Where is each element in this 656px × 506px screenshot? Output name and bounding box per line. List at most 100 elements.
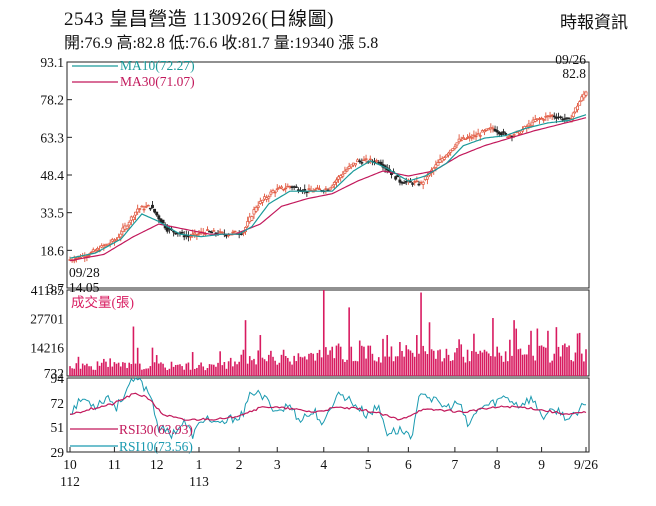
volume-bar [265, 361, 268, 376]
candle-body [165, 227, 169, 232]
volume-bar [229, 357, 232, 376]
volume-bar [523, 354, 526, 376]
candle-body [447, 152, 450, 156]
rsi30-line [69, 392, 587, 421]
volume-bar [451, 360, 454, 376]
volume-bar [234, 361, 236, 376]
volume-bar [88, 366, 90, 376]
price-stats: 開:76.9 高:82.8 低:76.6 收:81.7 量:19340 漲 5.… [64, 35, 379, 52]
volume-bar [318, 349, 321, 376]
volume-bar [227, 361, 230, 376]
volume-bar [561, 345, 564, 376]
candle-body [368, 158, 372, 161]
volume-bar [204, 370, 207, 376]
volume-bar [540, 345, 543, 376]
volume-bar [498, 352, 501, 376]
volume-bar [342, 359, 344, 376]
volume-bar [128, 362, 131, 376]
volume-bar [145, 368, 147, 376]
volume-bar [437, 350, 439, 376]
candle-body [487, 128, 491, 131]
volume-bar [297, 353, 300, 376]
ma30-legend-label: MA30(71.07) [120, 74, 195, 89]
volume-bar [513, 320, 515, 376]
volume-bar [96, 361, 99, 376]
candle-body [459, 139, 463, 142]
candle-body [347, 165, 351, 169]
volume-bar [545, 347, 547, 376]
last-date-label: 09/26 [555, 52, 586, 67]
volume-bar [272, 356, 274, 376]
candle-body [208, 230, 212, 233]
volume-bar [439, 349, 441, 376]
volume-bar [373, 360, 376, 376]
volume-bar [578, 332, 581, 376]
candle-body [466, 137, 470, 139]
volume-bar [380, 362, 382, 376]
candle-body [559, 116, 563, 118]
volume-bar [553, 353, 556, 376]
volume-bar [454, 352, 456, 376]
volume-bar [418, 353, 420, 376]
volume-bar [568, 345, 570, 376]
candle-body [303, 188, 307, 191]
volume-bar [155, 355, 158, 376]
candle-body [362, 159, 366, 162]
volume-bar [259, 335, 262, 376]
candle-body [499, 132, 503, 136]
x-year-label: 113 [189, 474, 209, 489]
candle-body [108, 242, 112, 245]
candle-body [153, 208, 157, 213]
volume-bar [485, 351, 488, 376]
candle-body [578, 101, 582, 106]
volume-bar [196, 367, 198, 376]
volume-bar [502, 361, 505, 376]
volume-bar [244, 320, 247, 376]
candle-body [375, 160, 379, 162]
volume-bar [69, 366, 71, 376]
candle-body [197, 232, 201, 235]
candle-body [294, 186, 298, 189]
volume-bar [71, 368, 73, 376]
candle-body [307, 188, 311, 190]
candle-body [74, 257, 78, 260]
candle-body [504, 133, 508, 135]
volume-bar [456, 347, 458, 376]
candle-body [364, 158, 368, 160]
volume-ytick-label: 27701 [30, 312, 64, 327]
candle-body [472, 134, 476, 137]
volume-bar [447, 354, 450, 376]
volume-bar [384, 356, 386, 376]
candle-body [161, 219, 165, 224]
volume-bar [164, 367, 166, 376]
candle-body [411, 183, 415, 185]
rsi-ytick-label: 94 [51, 371, 65, 386]
volume-bar [585, 349, 587, 376]
volume-bar [409, 350, 412, 376]
price-ytick-label: 18.6 [40, 243, 64, 258]
candle-body [271, 190, 275, 194]
x-tick-label: 1 [196, 457, 203, 472]
volume-bar [312, 353, 314, 376]
x-tick-label: 11 [108, 457, 121, 472]
candle-body [212, 230, 216, 232]
candle-body [533, 119, 537, 122]
volume-bar [377, 357, 380, 376]
candle-body [148, 207, 152, 210]
volume-bar [382, 338, 384, 376]
volume-bar [210, 364, 213, 376]
candle-body [415, 180, 419, 183]
rsi10-line [69, 377, 587, 440]
volume-bar [225, 368, 228, 376]
volume-bar [213, 364, 215, 376]
volume-bar [350, 346, 353, 376]
volume-bar [504, 351, 507, 376]
volume-bar [276, 364, 279, 376]
volume-bar [517, 349, 520, 376]
volume-bar [75, 363, 78, 376]
rsi-panel-frame [66, 377, 590, 453]
volume-bar [278, 362, 281, 376]
candle-body [119, 233, 123, 238]
candle-body [93, 250, 97, 253]
volume-bar [487, 353, 490, 376]
